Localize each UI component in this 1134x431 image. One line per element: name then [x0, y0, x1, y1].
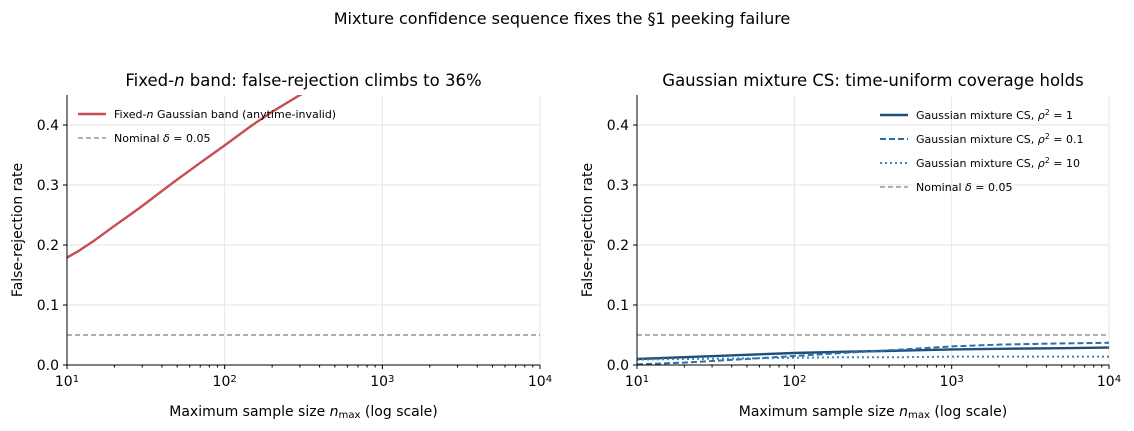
- x-axis-label: Maximum sample size nmax (log scale): [169, 404, 437, 421]
- y-axis-label: False-rejection rate: [580, 163, 596, 297]
- x-tick-label: 101: [625, 374, 649, 391]
- x-tick-label: 102: [213, 374, 237, 391]
- y-tick-label: 0.0: [37, 358, 59, 374]
- chart-title: Gaussian mixture CS: time-uniform covera…: [662, 71, 1083, 90]
- y-tick-label: 0.4: [607, 118, 629, 134]
- figure-suptitle: Mixture confidence sequence fixes the §1…: [334, 9, 791, 28]
- y-tick-label: 0.1: [607, 298, 629, 314]
- legend: Fixed-n Gaussian band (anytime-invalid) N…: [78, 108, 336, 145]
- y-tick-label: 0.1: [37, 298, 59, 314]
- legend-label: Fixed-n Gaussian band (anytime-invalid): [114, 108, 336, 121]
- chart-panel-right: 101 102 103 104 0.0 0.1 0.2 0.3 0.4 Maximum sampl…: [580, 71, 1121, 421]
- legend-label: Nominal δ = 0.05: [114, 132, 210, 145]
- y-axis-label: False-rejection rate: [10, 163, 26, 297]
- series-line-0: [67, 95, 304, 259]
- x-tick-label: 104: [1097, 374, 1121, 391]
- x-tick-label: 103: [370, 374, 394, 391]
- legend-label: Gaussian mixture CS, ρ2 = 10: [916, 156, 1080, 170]
- x-tick-label: 104: [528, 374, 552, 391]
- x-tick-label: 103: [940, 374, 964, 391]
- legend: Gaussian mixture CS, ρ2 = 1 Gaussian mixt…: [880, 108, 1083, 194]
- x-tick-label: 102: [782, 374, 806, 391]
- y-tick-label: 0.3: [37, 178, 59, 194]
- y-tick-label: 0.3: [607, 178, 629, 194]
- y-tick-label: 0.2: [37, 238, 59, 254]
- y-tick-label: 0.2: [607, 238, 629, 254]
- chart-title: Fixed-n band: false-rejection climbs to …: [125, 71, 481, 90]
- series-line-2: [637, 355, 1109, 361]
- legend-label: Gaussian mixture CS, ρ2 = 0.1: [916, 132, 1083, 146]
- y-tick-label: 0.0: [607, 358, 629, 374]
- x-tick-label: 101: [55, 374, 79, 391]
- series-line-1: [637, 341, 1109, 365]
- chart-panel-left: 101 102 103 104 0.0 0.1 0.2 0.3 0.4 Maximum sampl…: [10, 71, 552, 421]
- legend-label: Gaussian mixture CS, ρ2 = 1: [916, 108, 1073, 122]
- y-tick-label: 0.4: [37, 118, 59, 134]
- legend-label: Nominal δ = 0.05: [916, 181, 1012, 194]
- x-axis-label: Maximum sample size nmax (log scale): [739, 404, 1007, 421]
